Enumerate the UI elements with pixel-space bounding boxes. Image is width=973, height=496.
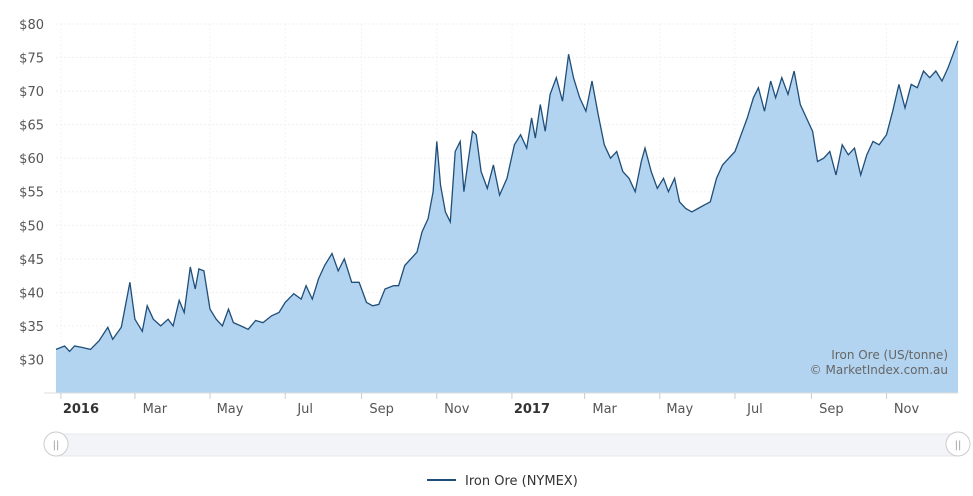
y-tick-label: $45 (19, 253, 44, 268)
navigator-track[interactable] (55, 433, 959, 457)
x-tick-label: 2017 (514, 402, 550, 417)
x-tick-label: Jul (746, 402, 763, 417)
y-tick-label: $75 (19, 52, 44, 67)
x-tick-label: Mar (143, 402, 168, 417)
range-navigator[interactable]: || || (43, 431, 971, 457)
credit-line-1: Iron Ore (US/tonne) (831, 348, 948, 362)
y-tick-label: $55 (19, 186, 44, 201)
navigator-right-handle[interactable] (945, 431, 971, 457)
y-tick-label: $35 (19, 320, 44, 335)
credit-line-2: © MarketIndex.com.au (810, 363, 948, 377)
x-tick-label: Nov (444, 402, 470, 417)
x-tick-label: Mar (592, 402, 617, 417)
y-tick-label: $50 (19, 219, 44, 234)
y-tick-label: $40 (19, 286, 44, 301)
x-tick-label: 2016 (63, 402, 99, 417)
x-tick-label: Sep (369, 402, 394, 417)
y-tick-label: $60 (19, 152, 44, 167)
y-tick-label: $65 (19, 119, 44, 134)
y-tick-label: $80 (19, 18, 44, 33)
navigator-left-handle-grip: || (53, 440, 60, 451)
x-tick-label: Sep (819, 402, 844, 417)
legend[interactable]: Iron Ore (NYMEX) (427, 474, 578, 489)
y-axis: $30 $35 $40 $45 $50 $55 $60 $65 $70 $75 $80 (19, 18, 44, 368)
y-tick-label: $70 (19, 85, 44, 100)
x-tick-label: Jul (296, 402, 313, 417)
x-tick-label: May (217, 402, 244, 417)
legend-label[interactable]: Iron Ore (NYMEX) (465, 474, 578, 489)
series-line-iron-ore (55, 40, 959, 353)
y-tick-label: $30 (19, 353, 44, 368)
x-tick-label: May (666, 402, 693, 417)
x-tick-label: Nov (894, 402, 920, 417)
navigator-right-handle-grip: || (955, 440, 962, 451)
series-area-iron-ore (56, 40, 958, 394)
navigator-left-handle[interactable] (43, 431, 69, 457)
x-axis: 2016 Mar May Jul Sep Nov 2017 Mar May Jul Sep Nov (60, 393, 920, 417)
